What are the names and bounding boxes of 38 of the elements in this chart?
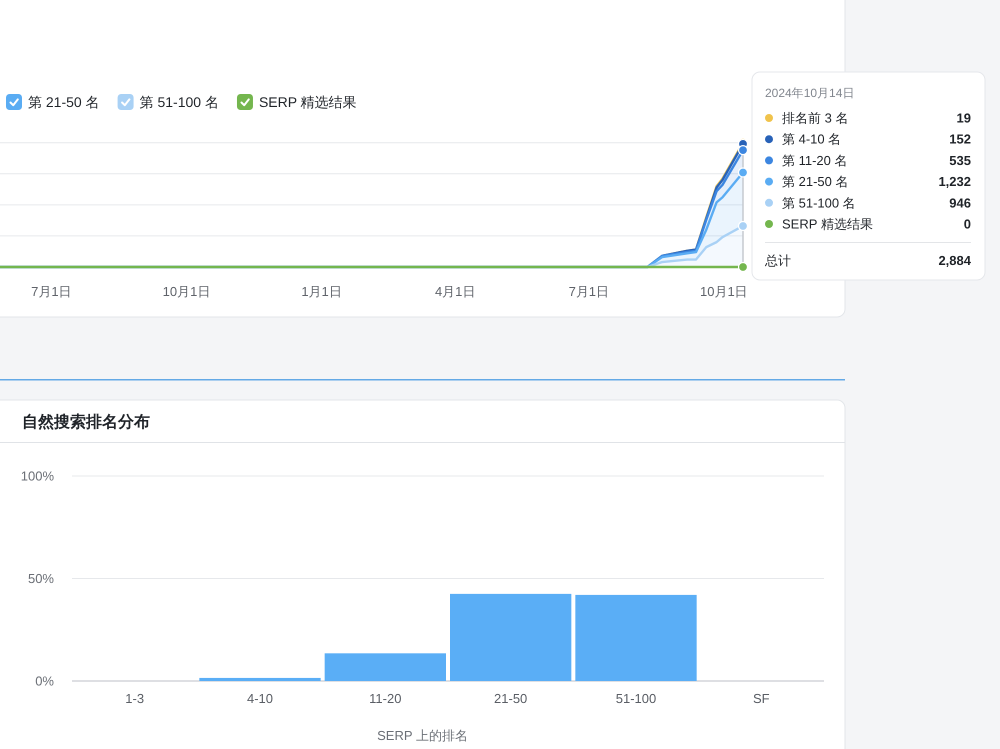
x-tick-label: 4月1日 [434, 284, 476, 299]
legend-label: SERP 精选结果 [258, 94, 357, 110]
legend-item: SERP 精选结果 [236, 94, 357, 110]
y-tick-label: 0% [35, 674, 54, 688]
x-tick-label: 51-100 [616, 691, 656, 706]
x-axis-title: SERP 上的排名 [377, 728, 468, 743]
x-tick-label: 21-50 [494, 691, 528, 706]
value-label: 946 [949, 195, 971, 210]
category-label: 第 51-100 名 [782, 195, 856, 210]
category-label: 排名前 3 名 [782, 110, 848, 126]
x-tick-label: 1月1日 [301, 284, 342, 299]
chart-title: 自然搜索排名分布 [22, 414, 150, 431]
value-label: 535 [949, 152, 971, 168]
x-tick-label: 10月1日 [700, 284, 748, 299]
x-tick-label: 7月1日 [568, 284, 610, 299]
x-tick-label: 11-20 [369, 691, 402, 706]
annotation: 总计 [765, 253, 791, 268]
x-tick-label: 4-10 [246, 691, 274, 706]
value-label: 1,232 [938, 174, 971, 190]
value-label: 19 [956, 110, 971, 126]
x-tick-label: 10月1日 [162, 284, 210, 299]
value-label: 0 [964, 216, 971, 232]
category-label: SERP 精选结果 [782, 216, 873, 232]
category-label: 第 11-20 名 [782, 152, 848, 168]
y-tick-label: 100% [20, 468, 54, 484]
legend-label: 第 21-50 名 [28, 94, 100, 110]
chart-title: 2024年10月14日 [765, 86, 854, 100]
legend-label: 第 51-100 名 [140, 94, 219, 110]
category-label: 第 4-10 名 [782, 132, 842, 147]
annotation: 2,884 [938, 253, 971, 268]
legend-item: 第 51-100 名 [118, 94, 219, 110]
x-tick-label: SF [753, 691, 770, 706]
category-label: 第 21-50 名 [782, 174, 848, 190]
value-label: 152 [949, 132, 971, 147]
legend-item: 第 21-50 名 [6, 94, 100, 110]
y-tick-label: 50% [28, 571, 54, 586]
x-tick-label: 1-3 [125, 691, 144, 706]
x-tick-label: 7月1日 [31, 284, 72, 299]
